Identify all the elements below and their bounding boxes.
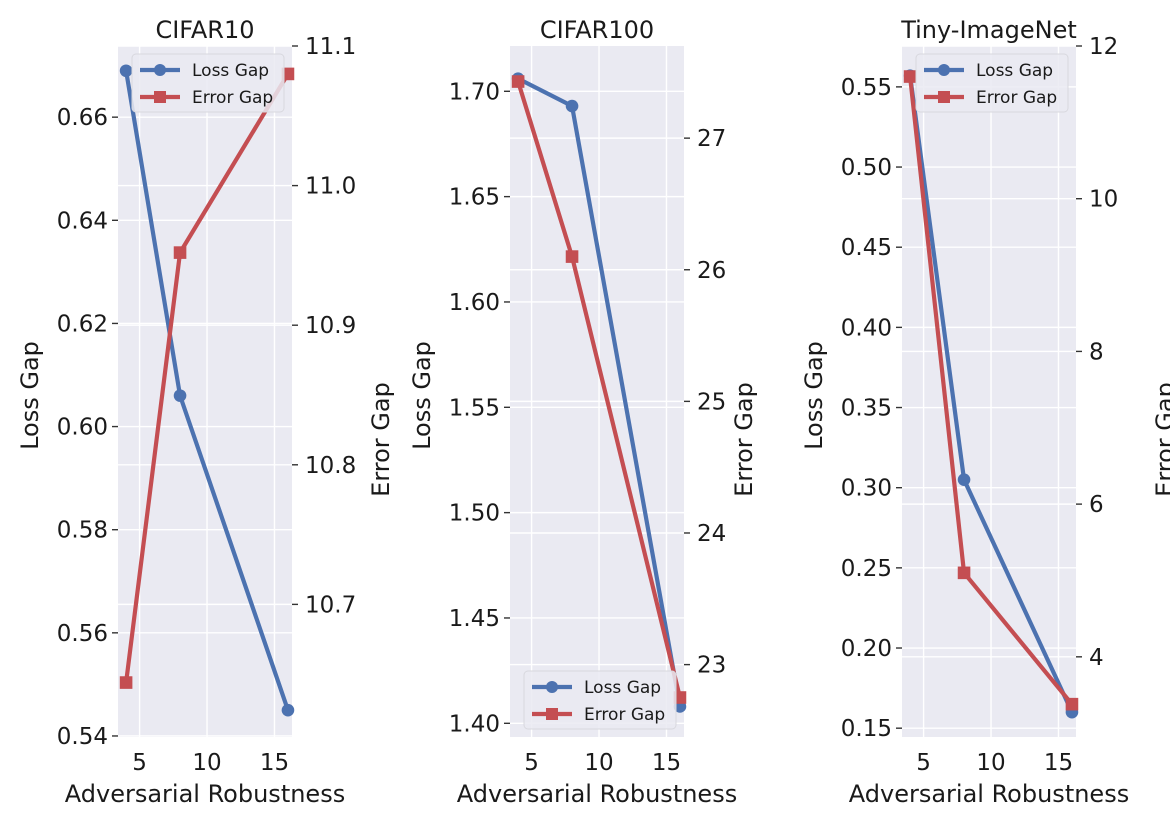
x-tick-label: 10 <box>584 750 613 776</box>
y-tick-label: 1.45 <box>449 606 500 632</box>
plot-area <box>510 46 684 737</box>
legend-label-loss-gap: Loss Gap <box>192 61 269 81</box>
y-tick-label: 0.60 <box>57 415 108 441</box>
y-tick-label: 1.50 <box>449 501 500 527</box>
y2-tick-label: 4 <box>1089 645 1104 671</box>
y2-tick-label: 10.9 <box>305 313 356 339</box>
error-gap-point <box>903 70 917 83</box>
legend-marker-loss-gap <box>546 681 558 693</box>
y-tick-label: 0.20 <box>841 636 892 662</box>
y2-axis-label: Error Gap <box>730 382 758 497</box>
y-tick-label: 0.66 <box>57 105 108 131</box>
error-gap-point <box>281 67 295 81</box>
y2-tick-label: 10 <box>1089 187 1118 213</box>
x-axis-label: Adversarial Robustness <box>457 780 737 808</box>
y-tick-label: 0.64 <box>57 208 108 234</box>
x-tick-label: 15 <box>652 750 681 776</box>
x-axis-label: Adversarial Robustness <box>849 780 1129 808</box>
legend: Loss Gap Error Gap <box>915 53 1069 113</box>
y-tick-label: 0.15 <box>841 716 892 742</box>
error-gap-point <box>957 566 971 580</box>
y-tick-label: 0.40 <box>841 315 892 341</box>
x-tick-label: 5 <box>132 750 147 776</box>
plot-area <box>902 46 1076 737</box>
y2-tick-label: 12 <box>1089 34 1118 60</box>
plot-area <box>118 46 292 737</box>
y-tick-label: 0.50 <box>841 155 892 181</box>
loss-gap-point <box>957 473 971 486</box>
y-tick-label: 0.30 <box>841 476 892 502</box>
legend-marker-error-gap <box>546 708 558 720</box>
legend-marker-error-gap <box>154 91 166 103</box>
y-axis-label: Loss Gap <box>408 341 436 450</box>
y-axis-label: Loss Gap <box>800 341 828 450</box>
legend-marker-loss-gap <box>938 64 950 76</box>
x-axis-label: Adversarial Robustness <box>65 780 345 808</box>
series-layer <box>119 64 295 717</box>
error-gap-point <box>511 75 525 88</box>
x-tick-label: 10 <box>976 750 1005 776</box>
y2-tick-label: 26 <box>697 258 726 284</box>
y2-tick-label: 11.0 <box>305 174 356 200</box>
y2-tick-label: 27 <box>697 126 726 152</box>
chart-panel-3: 0.15 0.20 0.25 0.30 0.35 0.40 0.45 0.50 0.55 4 6 8 1… <box>800 16 1170 808</box>
legend: Loss Gap Error Gap <box>131 53 285 113</box>
y-tick-label: 0.55 <box>841 75 892 101</box>
legend-marker-error-gap <box>938 91 950 103</box>
y-tick-label: 1.40 <box>449 711 500 737</box>
y-tick-label: 1.60 <box>449 290 500 316</box>
legend-label-loss-gap: Loss Gap <box>584 678 661 698</box>
chart-title: Tiny-ImageNet <box>900 16 1077 44</box>
error-gap-point <box>119 676 133 689</box>
loss-gap-point <box>565 99 579 113</box>
y2-tick-label: 24 <box>697 521 726 547</box>
y-tick-label: 0.56 <box>57 621 108 647</box>
y2-tick-label: 8 <box>1089 339 1104 365</box>
y2-tick-label: 10.7 <box>305 592 356 618</box>
x-tick-label: 10 <box>192 750 221 776</box>
chart-title: CIFAR10 <box>155 16 254 44</box>
legend-label-error-gap: Error Gap <box>192 88 273 108</box>
y2-axis-label: Error Gap <box>367 382 395 497</box>
error-gap-point <box>673 691 687 704</box>
y-tick-label: 1.70 <box>449 79 500 105</box>
x-tick-label: 15 <box>1044 750 1073 776</box>
y-tick-label: 0.25 <box>841 556 892 582</box>
error-gap-point <box>173 246 187 259</box>
y-tick-label: 0.54 <box>57 724 108 750</box>
chart-panel-2: 1.40 1.45 1.50 1.55 1.60 1.65 1.70 23 24 25 26 27 5 1… <box>408 16 758 808</box>
legend-label-error-gap: Error Gap <box>976 88 1057 108</box>
y-tick-label: 1.65 <box>449 185 500 211</box>
y-tick-label: 0.45 <box>841 235 892 261</box>
y2-tick-label: 23 <box>697 653 726 679</box>
x-tick-label: 5 <box>524 750 539 776</box>
y2-tick-label: 10.8 <box>305 453 356 479</box>
y2-tick-label: 6 <box>1089 492 1104 518</box>
legend-label-loss-gap: Loss Gap <box>976 61 1053 81</box>
loss-gap-point <box>173 389 187 402</box>
y-axis-label: Loss Gap <box>16 341 44 450</box>
error-gap-point <box>565 250 579 263</box>
error-gap-point <box>1065 697 1079 711</box>
series-layer <box>903 69 1079 719</box>
chart-panel-1: 0.54 0.56 0.58 0.60 0.62 0.64 0.66 10.7 10.8 10.9… <box>16 16 395 808</box>
legend-marker-loss-gap <box>154 64 166 76</box>
y-tick-label: 0.35 <box>841 396 892 422</box>
legend: Loss Gap Error Gap <box>523 670 677 730</box>
x-tick-label: 15 <box>260 750 289 776</box>
loss-gap-point <box>119 64 133 78</box>
y-tick-label: 1.55 <box>449 395 500 421</box>
chart-title: CIFAR100 <box>540 16 654 44</box>
loss-gap-point <box>281 703 295 717</box>
y2-axis-label: Error Gap <box>1151 382 1170 497</box>
y-tick-label: 0.58 <box>57 518 108 544</box>
x-tick-label: 5 <box>916 750 931 776</box>
y2-tick-label: 25 <box>697 389 726 415</box>
legend-label-error-gap: Error Gap <box>584 705 665 725</box>
y-tick-label: 0.62 <box>57 311 108 337</box>
series-layer <box>511 72 687 713</box>
y2-tick-label: 11.1 <box>305 34 356 60</box>
